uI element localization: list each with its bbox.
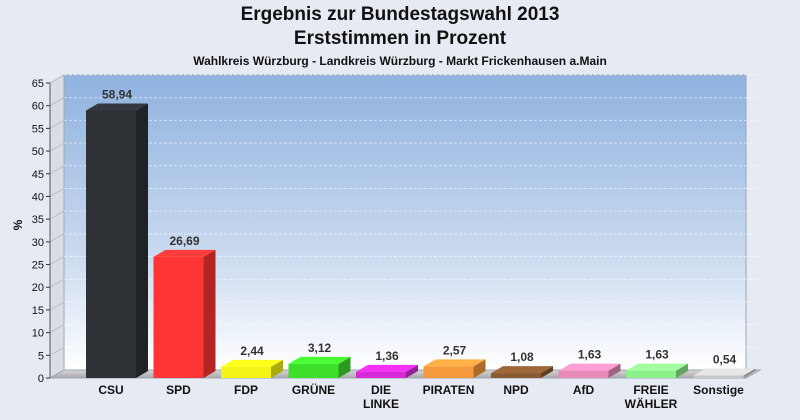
bar-csu [86, 103, 148, 378]
bar-fdp [221, 359, 283, 378]
y-tick-label: 45 [32, 169, 44, 181]
bar-front [356, 371, 406, 378]
category-label: Sonstige [693, 383, 744, 397]
bar-front [86, 110, 136, 378]
bar-front [153, 256, 204, 378]
bar-top [693, 368, 756, 376]
chart-title: Ergebnis zur Bundestagswahl 2013 [240, 4, 560, 25]
y-tick-label: 20 [32, 282, 44, 294]
bar-freie-wähler [626, 363, 688, 378]
chart-subtitle: Erststimmen in Prozent [293, 28, 507, 49]
bar-front [423, 366, 474, 378]
value-label: 0,54 [713, 353, 737, 367]
bar-side [743, 368, 756, 378]
category-label: NPD [503, 383, 529, 397]
bar-side [406, 364, 418, 378]
y-tick-label: 35 [32, 214, 44, 226]
gridline-side [49, 119, 65, 129]
bar-side [203, 249, 216, 378]
category-label: CSU [98, 383, 123, 397]
category-label: DIE LINKE [363, 383, 399, 411]
category-label: AfD [573, 383, 595, 397]
bar-top [356, 364, 418, 372]
bar-top [558, 363, 621, 371]
bar-afd [558, 363, 621, 378]
bar-side [136, 103, 148, 378]
bar-top [423, 359, 486, 367]
category-label: SPD [166, 383, 191, 397]
bar-piraten [423, 359, 486, 378]
value-label: 1,63 [578, 348, 602, 362]
y-tick-label: 55 [32, 123, 44, 135]
value-label: 58,94 [102, 88, 132, 102]
bar-front [491, 373, 541, 378]
bar-side [676, 363, 688, 378]
bar-front [558, 370, 609, 378]
gridline-side [49, 346, 65, 356]
bar-top [221, 359, 283, 367]
chart-caption: Wahlkreis Würzburg - Landkreis Würzburg … [193, 54, 607, 68]
gridline-side [49, 256, 65, 265]
y-tick-label: 30 [32, 237, 44, 249]
category-label: FREIE WÄHLER [625, 383, 678, 411]
value-label: 26,69 [169, 234, 199, 248]
value-label: 1,36 [375, 349, 399, 363]
bar-side [608, 363, 621, 378]
gridline-side [49, 233, 65, 243]
gridline-side [49, 188, 65, 197]
bar-front [693, 375, 744, 378]
bar-top [86, 103, 148, 111]
gridline-side [49, 74, 65, 84]
bar-top [153, 249, 216, 257]
gridline-side [49, 324, 65, 334]
bar-front [288, 363, 339, 378]
bar-top [288, 356, 351, 364]
bar-sonstige [693, 368, 756, 378]
category-label: PIRATEN [423, 383, 475, 397]
category-label: FDP [234, 383, 258, 397]
y-tick-label: 10 [32, 328, 44, 340]
gridline-side [49, 142, 65, 152]
y-tick-label: 25 [32, 260, 44, 272]
bar-top [626, 363, 688, 371]
bar-side [541, 366, 553, 378]
value-label: 2,57 [443, 343, 467, 357]
y-tick-label: 0 [38, 373, 44, 385]
y-tick-label: 60 [32, 101, 44, 113]
gridline-side [49, 210, 65, 220]
bar-side [338, 356, 351, 378]
y-axis-label: % [11, 219, 25, 230]
y-tick-label: 50 [32, 146, 44, 158]
gridline-side [49, 301, 65, 311]
y-tick-label: 15 [32, 305, 44, 317]
bar-top [491, 366, 553, 374]
chart-side-wall [49, 74, 65, 379]
bar-die-linke [356, 364, 418, 378]
value-label: 3,12 [308, 341, 332, 355]
value-label: 1,63 [645, 348, 669, 362]
y-tick-label: 5 [38, 350, 44, 362]
y-tick-label: 65 [32, 78, 44, 90]
value-label: 1,08 [510, 350, 534, 364]
bar-front [626, 370, 676, 378]
category-label: GRÜNE [292, 382, 335, 397]
gridline-side [49, 97, 65, 107]
bar-side [473, 359, 486, 378]
bar-side [271, 359, 283, 378]
y-tick-label: 40 [32, 191, 44, 203]
bar-spd [153, 249, 216, 378]
value-label: 2,44 [240, 344, 264, 358]
gridline-side [49, 165, 65, 175]
bar-npd [491, 366, 553, 378]
bar-front [221, 366, 271, 378]
bar-grüne [288, 356, 351, 378]
gridline-side [49, 278, 65, 288]
